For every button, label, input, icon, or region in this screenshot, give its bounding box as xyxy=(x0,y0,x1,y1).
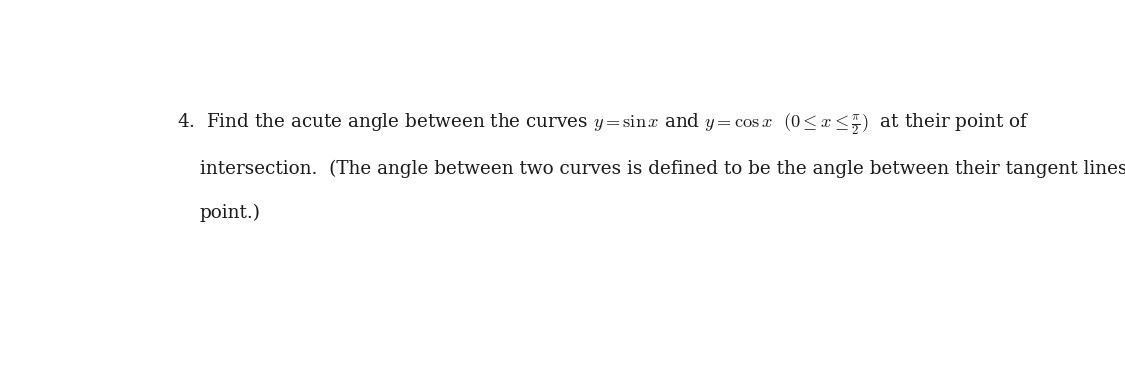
Text: intersection.  (The angle between two curves is defined to be the angle between : intersection. (The angle between two cur… xyxy=(200,160,1125,178)
Text: 4.  Find the acute angle between the curves $y = \sin x$ and $y = \cos x$  $(0 \: 4. Find the acute angle between the curv… xyxy=(178,112,1029,137)
Text: point.): point.) xyxy=(200,204,261,222)
